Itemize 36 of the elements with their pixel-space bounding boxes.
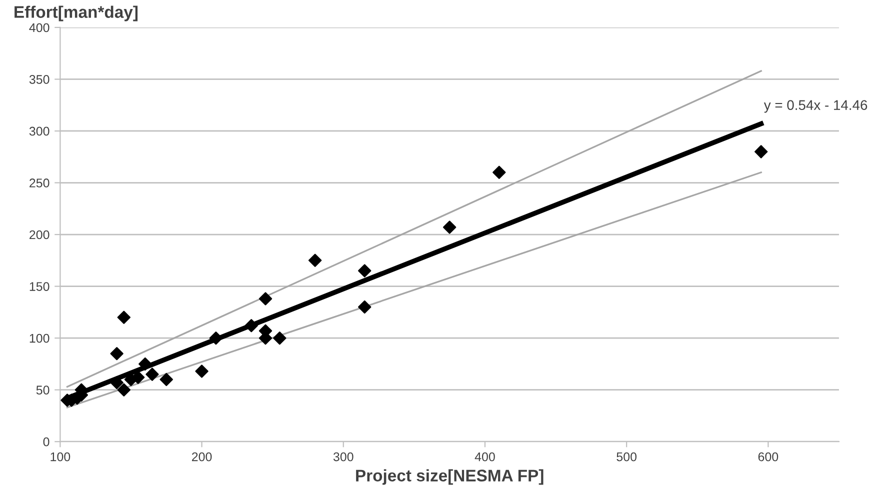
y-tick-label: 100 [30, 334, 50, 343]
point [308, 254, 322, 268]
point [358, 300, 372, 314]
point [244, 319, 258, 332]
y-tick-label: 250 [30, 178, 50, 188]
point [110, 376, 124, 390]
annotation: y = 0.54x - 14.46 [764, 100, 868, 113]
point [117, 383, 130, 396]
point [138, 357, 152, 371]
x-tick-label: 400 [474, 452, 495, 462]
point [442, 220, 456, 234]
point [209, 331, 223, 345]
x-tick-label: 600 [758, 452, 778, 462]
point [195, 364, 208, 378]
point [358, 264, 372, 278]
point [258, 292, 272, 306]
x-tick-label: 200 [192, 452, 212, 462]
y-tick-label: 300 [29, 126, 50, 136]
point [273, 331, 286, 345]
point [160, 372, 173, 386]
y-tick-label: 350 [29, 75, 50, 84]
x-axis-title: Project size[NESMA FP] [356, 469, 544, 485]
point [117, 310, 130, 324]
point [110, 347, 124, 360]
y-tick-label: 400 [29, 23, 50, 32]
x-tick-label: 300 [333, 452, 354, 462]
point [146, 368, 159, 381]
point [492, 166, 506, 179]
y-axis-title: Effort[man*day] [14, 6, 138, 22]
y-tick-label: 150 [30, 282, 50, 291]
y-tick-label: 200 [30, 230, 50, 240]
y-tick-label: 0 [43, 437, 50, 446]
x-tick-label: 100 [50, 452, 70, 462]
point [754, 145, 768, 158]
x-tick-label: 500 [616, 452, 637, 462]
y-tick-label: 50 [36, 386, 50, 394]
